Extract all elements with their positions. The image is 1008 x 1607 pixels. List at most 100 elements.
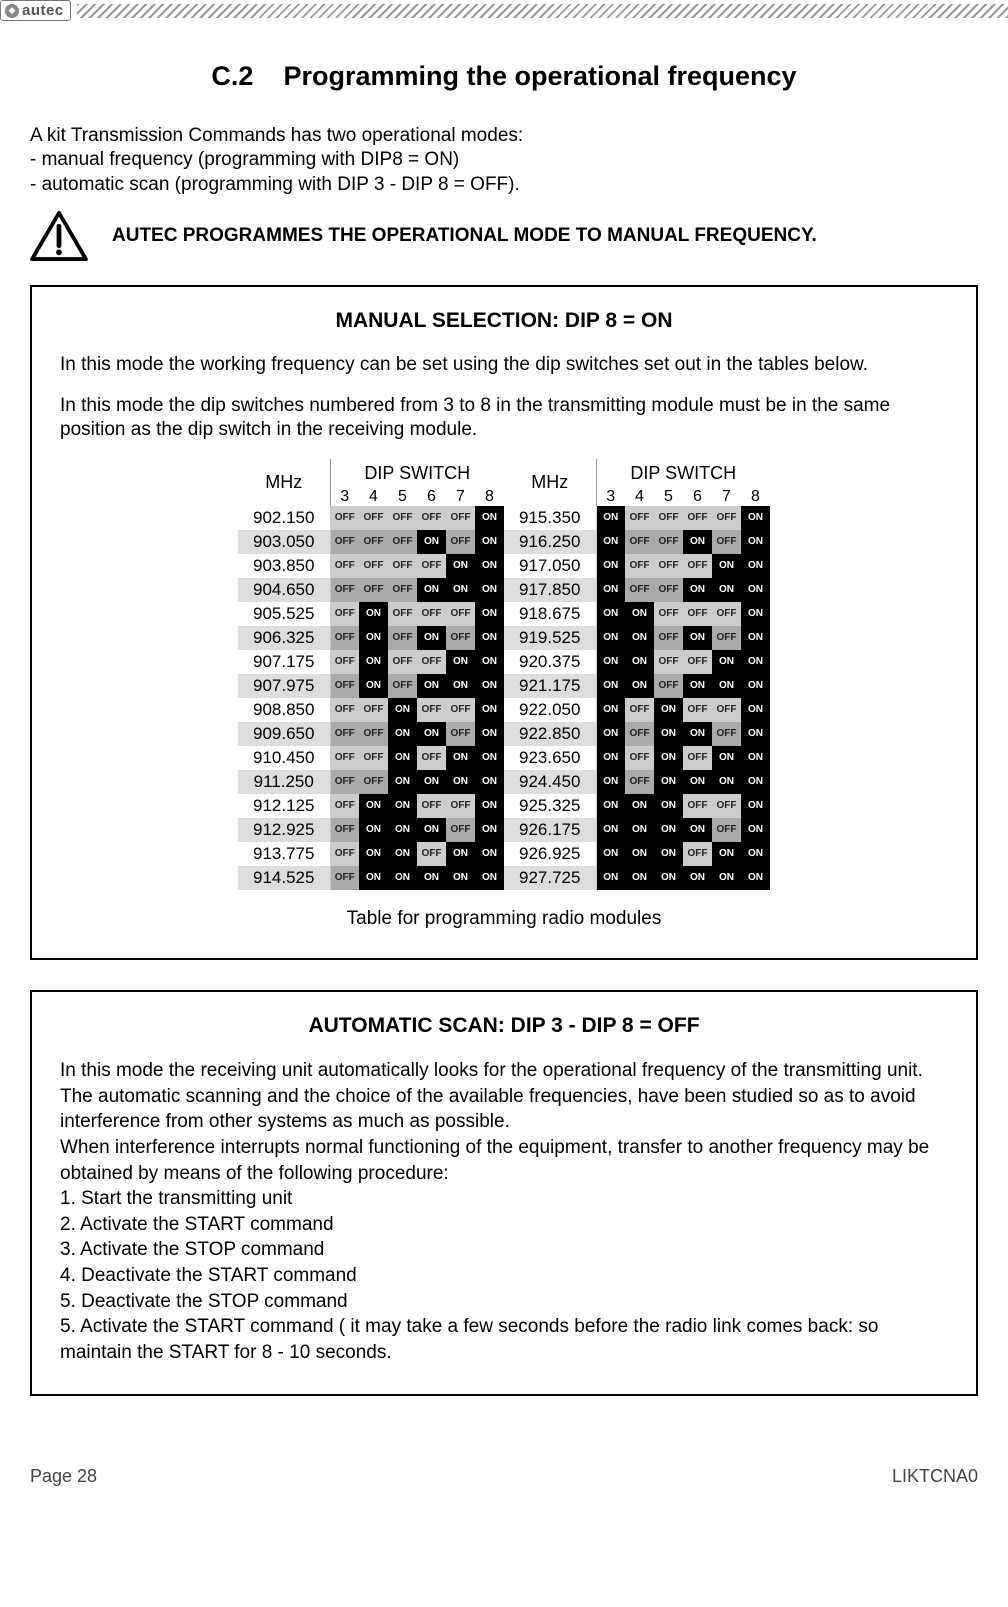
- mhz-header-left: MHz: [238, 459, 330, 506]
- dip-switch-cell: ON: [654, 842, 683, 866]
- freq-value: 918.675: [504, 602, 596, 626]
- manual-p1: In this mode the working frequency can b…: [60, 353, 948, 378]
- freq-value: 917.050: [504, 554, 596, 578]
- freq-value: 903.050: [238, 530, 330, 554]
- dip-switch-cell: OFF: [625, 554, 654, 578]
- freq-value: 915.350: [504, 506, 596, 530]
- dip-switch-cell: OFF: [683, 794, 712, 818]
- dip-switch-cell: ON: [712, 650, 741, 674]
- dip-switch-cell: ON: [359, 794, 388, 818]
- dip-switch-cell: ON: [741, 674, 770, 698]
- dip-switch-cell: OFF: [712, 818, 741, 842]
- table-row: 906.325OFFONOFFONOFFON919.525ONONOFFONOF…: [238, 626, 770, 650]
- table-row: 912.125OFFONONOFFOFFON925.325ONONONOFFOF…: [238, 794, 770, 818]
- dip-switch-cell: ON: [475, 674, 504, 698]
- manual-selection-box: MANUAL SELECTION: DIP 8 = ON In this mod…: [30, 285, 978, 960]
- dip-switch-cell: ON: [359, 866, 388, 890]
- switch-num: 3: [330, 488, 359, 506]
- dip-switch-cell: OFF: [625, 578, 654, 602]
- dip-switch-cell: ON: [712, 866, 741, 890]
- auto-line: 2. Activate the START command: [60, 1212, 948, 1238]
- freq-value: 907.175: [238, 650, 330, 674]
- dip-switch-cell: ON: [388, 818, 417, 842]
- dip-switch-cell: ON: [683, 722, 712, 746]
- dip-switch-cell: OFF: [359, 530, 388, 554]
- dip-switch-cell: ON: [475, 650, 504, 674]
- dip-switch-cell: OFF: [417, 746, 446, 770]
- dip-switch-cell: ON: [359, 626, 388, 650]
- freq-value: 924.450: [504, 770, 596, 794]
- dip-switch-cell: ON: [359, 842, 388, 866]
- dip-switch-cell: ON: [625, 650, 654, 674]
- dip-switch-cell: ON: [596, 722, 625, 746]
- dip-switch-cell: ON: [475, 866, 504, 890]
- top-bar: ◆ autec: [0, 0, 1008, 21]
- table-row: 910.450OFFOFFONOFFONON923.650ONOFFONOFFO…: [238, 746, 770, 770]
- freq-value: 909.650: [238, 722, 330, 746]
- freq-value: 926.925: [504, 842, 596, 866]
- brand-name: autec: [22, 2, 64, 19]
- dip-switch-cell: OFF: [330, 746, 359, 770]
- switch-num: 8: [741, 488, 770, 506]
- dip-switch-cell: OFF: [683, 650, 712, 674]
- auto-body: In this mode the receiving unit automati…: [60, 1058, 948, 1366]
- auto-line: 5. Deactivate the STOP command: [60, 1289, 948, 1315]
- dip-switch-cell: ON: [417, 722, 446, 746]
- dip-switch-cell: OFF: [654, 602, 683, 626]
- table-row: 907.975OFFONOFFONONON921.175ONONOFFONONO…: [238, 674, 770, 698]
- dip-switch-cell: ON: [475, 794, 504, 818]
- freq-value: 902.150: [238, 506, 330, 530]
- switch-num: 8: [475, 488, 504, 506]
- dip-switch-cell: OFF: [417, 554, 446, 578]
- dip-switch-cell: ON: [712, 578, 741, 602]
- dip-switch-cell: ON: [388, 722, 417, 746]
- dip-switch-cell: ON: [654, 794, 683, 818]
- dip-switch-cell: OFF: [417, 506, 446, 530]
- footer-doc-code: LIKTCNA0: [892, 1466, 978, 1487]
- dip-switch-cell: OFF: [330, 674, 359, 698]
- dip-switch-cell: ON: [359, 818, 388, 842]
- dip-switch-cell: ON: [417, 626, 446, 650]
- switch-num: 7: [446, 488, 475, 506]
- table-row: 903.050OFFOFFOFFONOFFON916.250ONOFFOFFON…: [238, 530, 770, 554]
- dip-switch-cell: OFF: [446, 626, 475, 650]
- dip-switch-cell: ON: [596, 578, 625, 602]
- automatic-scan-box: AUTOMATIC SCAN: DIP 3 - DIP 8 = OFF In t…: [30, 990, 978, 1396]
- dip-switch-cell: OFF: [330, 506, 359, 530]
- freq-value: 920.375: [504, 650, 596, 674]
- dip-switch-cell: ON: [596, 770, 625, 794]
- dip-switch-cell: ON: [683, 674, 712, 698]
- dip-switch-cell: ON: [596, 842, 625, 866]
- dip-switch-cell: OFF: [388, 626, 417, 650]
- dip-switch-cell: ON: [741, 530, 770, 554]
- table-row: 903.850OFFOFFOFFOFFONON917.050ONOFFOFFOF…: [238, 554, 770, 578]
- dip-switch-cell: ON: [683, 626, 712, 650]
- dip-switch-cell: ON: [388, 794, 417, 818]
- dip-switch-cell: ON: [417, 770, 446, 794]
- dip-switch-cell: ON: [475, 578, 504, 602]
- dip-switch-cell: ON: [596, 794, 625, 818]
- page-footer: Page 28 LIKTCNA0: [30, 1426, 978, 1487]
- dip-switch-cell: ON: [475, 554, 504, 578]
- dip-switch-cell: ON: [683, 866, 712, 890]
- dip-switch-cell: OFF: [654, 650, 683, 674]
- dip-switch-cell: OFF: [683, 698, 712, 722]
- dip-switch-cell: OFF: [330, 650, 359, 674]
- table-row: 907.175OFFONOFFOFFONON920.375ONONOFFOFFO…: [238, 650, 770, 674]
- dip-switch-cell: ON: [475, 530, 504, 554]
- dip-switch-cell: ON: [596, 626, 625, 650]
- dip-switch-cell: ON: [625, 794, 654, 818]
- dip-switch-cell: OFF: [654, 530, 683, 554]
- dip-switch-cell: OFF: [359, 722, 388, 746]
- dip-switch-cell: ON: [741, 866, 770, 890]
- table-row: 904.650OFFOFFOFFONONON917.850ONOFFOFFONO…: [238, 578, 770, 602]
- dip-switch-cell: OFF: [330, 530, 359, 554]
- dip-switch-cell: OFF: [712, 794, 741, 818]
- freq-value: 926.175: [504, 818, 596, 842]
- auto-box-title: AUTOMATIC SCAN: DIP 3 - DIP 8 = OFF: [60, 1014, 948, 1038]
- dip-switch-cell: OFF: [446, 506, 475, 530]
- dip-switch-cell: OFF: [388, 674, 417, 698]
- dip-switch-cell: ON: [741, 626, 770, 650]
- warning-row: AUTEC PROGRAMMES THE OPERATIONAL MODE TO…: [30, 211, 978, 261]
- switch-num: 6: [417, 488, 446, 506]
